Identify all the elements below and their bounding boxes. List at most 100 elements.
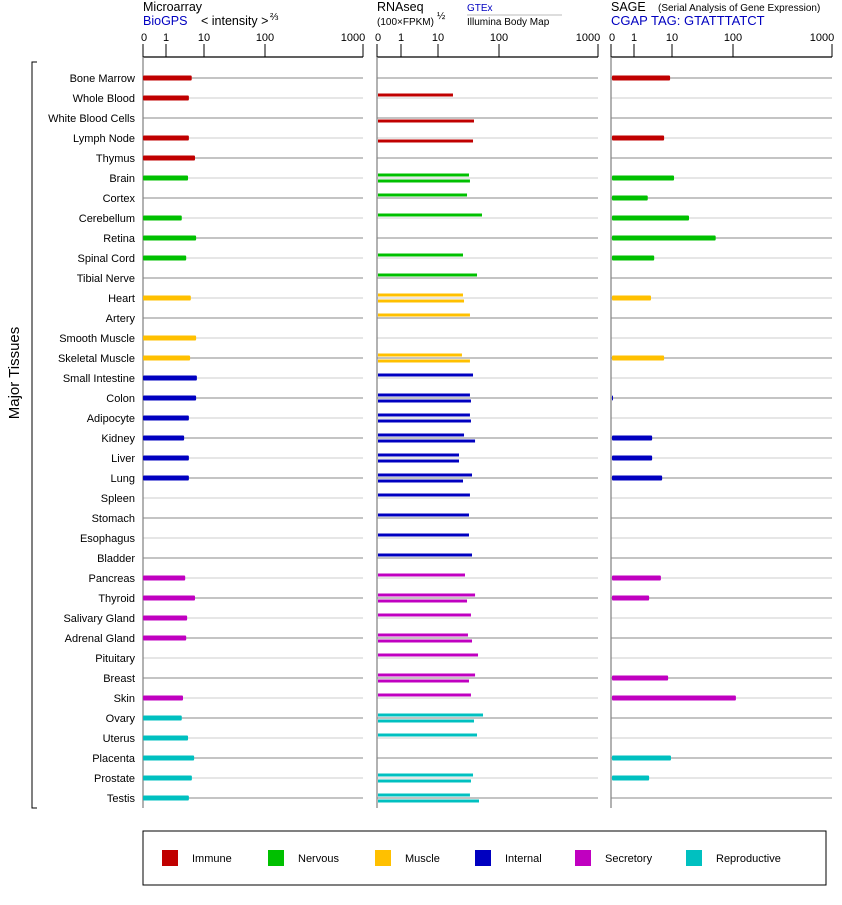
rnaseq-gtex-bar — [378, 493, 470, 497]
legend-swatch-muscle — [375, 850, 391, 866]
sage-bar — [612, 135, 665, 141]
legend-label: Immune — [192, 853, 232, 865]
tissue-label: Adipocyte — [87, 413, 135, 425]
tissue-label: Breast — [103, 673, 135, 685]
microarray-bar — [143, 695, 183, 701]
tissue-label: Placenta — [92, 753, 136, 765]
rnaseq-gtex-bar — [378, 573, 465, 577]
rnaseq-gtex-bar — [378, 433, 465, 437]
tissue-label: Ovary — [106, 713, 136, 725]
sage-bar — [612, 575, 661, 581]
microarray-bar — [143, 355, 191, 361]
rnaseq-illumina-bar — [378, 119, 474, 123]
tissue-label: Whole Blood — [73, 93, 135, 105]
tick-label: 1000 — [576, 32, 600, 44]
rnaseq-illumina-bar — [378, 139, 474, 143]
microarray-bar — [143, 435, 185, 441]
sage-bar — [612, 475, 663, 481]
rnaseq-illumina-bar — [378, 779, 471, 783]
tissue-label: Lymph Node — [73, 133, 135, 145]
tissue-label: Retina — [103, 233, 136, 245]
rnaseq-gtex-bar — [378, 213, 482, 217]
rnaseq-gtex-bar — [378, 173, 469, 177]
microarray-bar — [143, 595, 196, 601]
rnaseq-unit: (100×FPKM) — [377, 17, 434, 28]
legend-label: Internal — [505, 853, 542, 865]
rnaseq-illumina-bar — [378, 299, 465, 303]
legend-swatch-reproductive — [686, 850, 702, 866]
tissue-label: Uterus — [103, 733, 136, 745]
tissue-label: White Blood Cells — [48, 113, 135, 125]
sage-bar — [612, 195, 648, 201]
rnaseq-gtex-bar — [378, 193, 468, 197]
rnaseq-gtex-bar — [378, 273, 478, 277]
microarray-bar — [143, 235, 197, 241]
rnaseq-source-gtex: GTEx — [467, 3, 493, 14]
legend-label: Secretory — [605, 853, 653, 865]
tissue-label: Colon — [106, 393, 135, 405]
tissue-label: Adrenal Gland — [65, 633, 135, 645]
sage-bar — [612, 755, 671, 761]
tick-label: 1 — [631, 32, 637, 44]
sage-bar — [612, 435, 653, 441]
sage-bar — [612, 595, 650, 601]
tissue-label: Esophagus — [80, 533, 136, 545]
rnaseq-gtex-bar — [378, 413, 470, 417]
tick-label: 100 — [724, 32, 742, 44]
sage-tag: CGAP TAG: GTATTTATCT — [611, 13, 765, 28]
tissue-label: Salivary Gland — [63, 613, 135, 625]
microarray-bar — [143, 795, 189, 801]
rnaseq-illumina-bar — [378, 419, 471, 423]
microarray-source: BioGPS — [143, 14, 187, 28]
rnaseq-unit-exponent: ½ — [437, 11, 446, 22]
rnaseq-gtex-bar — [378, 293, 464, 297]
rnaseq-gtex-bar — [378, 713, 484, 717]
tissue-label: Thyroid — [98, 593, 135, 605]
rnaseq-gtex-bar — [378, 693, 471, 697]
rnaseq-illumina-bar — [378, 459, 460, 463]
sage-bar — [612, 675, 669, 681]
microarray-title: Microarray — [143, 0, 203, 14]
tissue-label: Cerebellum — [79, 213, 135, 225]
microarray-bar — [143, 255, 187, 261]
microarray-unit: < intensity > — [201, 14, 268, 28]
tick-label: 0 — [375, 32, 381, 44]
rnaseq-gtex-bar — [378, 633, 468, 637]
tick-label: 100 — [256, 32, 274, 44]
sage-bar — [612, 395, 613, 401]
microarray-bar — [143, 175, 189, 181]
microarray-bar — [143, 715, 182, 721]
tick-label: 1000 — [810, 32, 834, 44]
rnaseq-gtex-bar — [378, 513, 469, 517]
rnaseq-gtex-bar — [378, 613, 471, 617]
y-axis-title: Major Tissues — [6, 327, 23, 420]
rnaseq-gtex-bar — [378, 653, 479, 657]
tissue-label: Cortex — [103, 193, 136, 205]
legend: Immune Nervous Muscle Internal Secretory Repr… — [162, 850, 781, 866]
rnaseq-illumina-bar — [378, 639, 473, 643]
legend-label: Nervous — [298, 853, 339, 865]
rnaseq-gtex-bar — [378, 373, 474, 377]
sage-subtitle: (Serial Analysis of Gene Expression) — [658, 3, 820, 14]
legend-swatch-nervous — [268, 850, 284, 866]
tissue-label: Skeletal Muscle — [58, 353, 135, 365]
legend-swatch-immune — [162, 850, 178, 866]
plot-area: 0 1 10 100 1000 0 1 10 100 1000 0 1 10 100 1000 Bone Ma… — [48, 32, 834, 808]
tissue-label: Thymus — [96, 153, 136, 165]
tick-label: 1 — [398, 32, 404, 44]
sage-title: SAGE — [611, 0, 646, 14]
rnaseq-illumina-bar — [378, 359, 470, 363]
legend-label: Reproductive — [716, 853, 781, 865]
rnaseq-illumina-bar — [378, 179, 470, 183]
tissue-label: Heart — [108, 293, 135, 305]
rnaseq-illumina-bar — [378, 439, 476, 443]
microarray-bar — [143, 135, 189, 141]
tick-label: 10 — [432, 32, 444, 44]
tick-label: 10 — [666, 32, 678, 44]
rnaseq-gtex-bar — [378, 313, 470, 317]
rnaseq-gtex-bar — [378, 673, 476, 677]
microarray-bar — [143, 455, 189, 461]
rnaseq-gtex-bar — [378, 253, 464, 257]
microarray-bar — [143, 395, 197, 401]
